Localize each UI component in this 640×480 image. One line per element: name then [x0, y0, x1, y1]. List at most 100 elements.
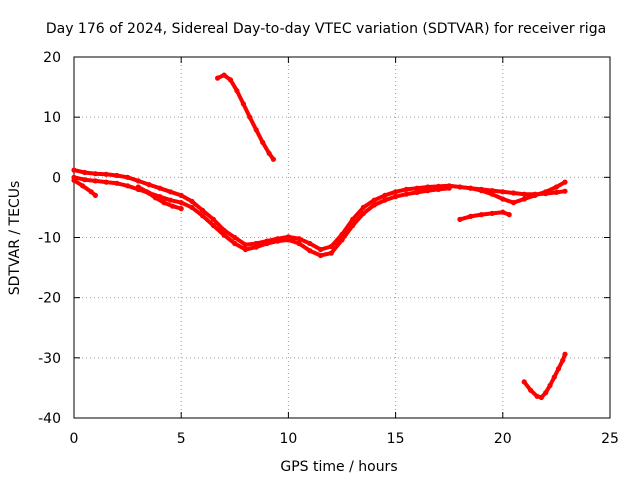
data-point — [103, 179, 109, 185]
data-point — [178, 200, 184, 206]
data-point — [318, 246, 324, 253]
data-point — [468, 185, 474, 191]
data-point — [403, 186, 409, 192]
data-point — [393, 189, 399, 195]
data-point — [562, 351, 568, 357]
data-point — [275, 238, 281, 244]
x-tick-label: 25 — [601, 431, 619, 447]
data-point — [382, 197, 388, 203]
data-point — [227, 77, 234, 83]
data-point — [543, 390, 549, 396]
data-point — [350, 216, 356, 222]
data-point — [528, 387, 534, 393]
data-point — [521, 196, 527, 202]
data-point — [242, 242, 249, 248]
data-point — [146, 182, 152, 188]
data-point — [189, 198, 195, 204]
data-point — [350, 222, 356, 229]
y-tick-label: -10 — [38, 231, 61, 247]
data-point — [435, 186, 442, 192]
data-point — [135, 178, 141, 184]
data-point — [92, 178, 98, 184]
axis-ticks: 0 5 10 15 20 25 -40 -30 -20 -10 0 10 20 — [38, 50, 619, 447]
data-point — [82, 169, 88, 176]
data-point — [478, 212, 484, 218]
data-point — [161, 200, 167, 206]
data-point — [157, 185, 163, 191]
series-track-main-1 — [71, 167, 568, 253]
data-series — [71, 72, 568, 401]
data-point — [221, 232, 227, 238]
y-tick-label: -30 — [38, 351, 61, 367]
data-point — [88, 189, 94, 195]
data-point — [178, 206, 184, 212]
data-point — [457, 216, 463, 222]
data-point — [285, 237, 291, 243]
chart-title: Day 176 of 2024, Sidereal Day-to-day VTE… — [46, 21, 606, 37]
data-point — [135, 184, 141, 190]
data-point — [71, 177, 77, 183]
x-tick-label: 20 — [494, 431, 512, 447]
data-point — [547, 382, 553, 389]
data-point — [152, 195, 159, 201]
data-point — [500, 196, 506, 202]
data-point — [200, 213, 206, 219]
data-point — [425, 184, 431, 190]
y-tick-label: 0 — [52, 170, 61, 186]
data-point — [270, 156, 276, 162]
series-line — [468, 180, 567, 205]
series-track-descending-arc — [215, 72, 276, 162]
data-point — [538, 394, 545, 401]
data-point — [144, 189, 150, 195]
x-tick-label: 15 — [387, 431, 405, 447]
data-point — [532, 192, 538, 198]
data-point — [232, 234, 238, 241]
x-axis-label: GPS time / hours — [280, 459, 397, 475]
data-point — [371, 202, 377, 208]
data-point — [521, 379, 527, 385]
data-point — [553, 189, 560, 195]
data-point — [500, 189, 506, 195]
data-point — [247, 114, 253, 120]
data-point — [210, 216, 216, 222]
series-track-main-2 — [71, 174, 452, 259]
data-point — [468, 213, 474, 219]
data-point — [425, 188, 431, 194]
data-point — [264, 240, 270, 247]
data-point — [253, 127, 259, 133]
data-point — [521, 191, 527, 197]
data-point — [232, 240, 238, 247]
data-point — [489, 210, 495, 216]
data-point — [500, 209, 506, 215]
data-point — [560, 357, 566, 363]
data-point — [200, 207, 206, 213]
data-point — [210, 222, 216, 229]
data-point — [215, 75, 221, 81]
data-point — [328, 250, 334, 256]
data-point — [189, 204, 195, 210]
data-point — [125, 183, 131, 189]
data-point — [178, 192, 184, 198]
data-point — [360, 204, 366, 210]
data-point — [328, 243, 334, 250]
data-point — [92, 171, 98, 177]
data-point — [510, 190, 517, 196]
series-line — [215, 73, 276, 162]
data-point — [80, 183, 86, 189]
data-point — [307, 240, 313, 247]
data-point — [114, 172, 120, 179]
data-point — [242, 246, 249, 253]
data-point — [506, 212, 512, 218]
data-point — [266, 150, 272, 156]
series-line — [522, 352, 567, 400]
data-point — [562, 179, 568, 185]
data-point — [307, 248, 313, 254]
data-point — [478, 188, 484, 194]
data-point — [339, 237, 345, 243]
data-point — [114, 180, 120, 186]
data-point — [555, 366, 562, 372]
data-point — [240, 101, 246, 107]
series-track-bottom-arc — [521, 351, 568, 401]
x-tick-label: 10 — [279, 431, 297, 447]
data-point — [551, 374, 557, 380]
